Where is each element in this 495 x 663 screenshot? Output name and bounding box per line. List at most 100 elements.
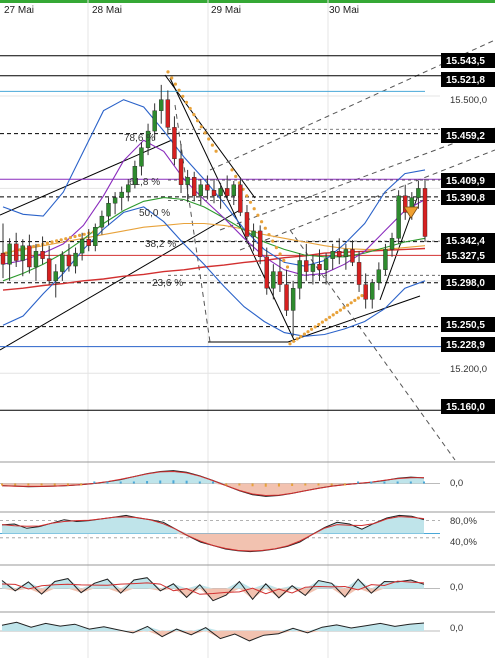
price-tag-15521-8: 15.521,8 [441, 72, 495, 87]
panel-1-histogram-bar-28 [370, 481, 373, 484]
sar-dot-31 [207, 137, 211, 141]
signal-marker-icon [403, 206, 419, 219]
candle-body-14 [93, 227, 98, 246]
candle-44 [290, 280, 296, 337]
price-tag-15327-5: 15.327,5 [441, 248, 495, 263]
candle-body-49 [323, 258, 329, 270]
indicator-panel-2 [0, 511, 495, 553]
sar-dot-0 [4, 251, 8, 255]
date-label-28-mai: 28 Mai [92, 5, 122, 16]
candle-52 [343, 243, 349, 270]
candle-14 [93, 223, 98, 252]
sar-dot-53 [299, 334, 303, 339]
candle-body-37 [244, 212, 250, 237]
price-tag-15409-9: 15.409,9 [441, 173, 495, 188]
panel-1-histogram-bar-0 [1, 483, 3, 486]
candle-12 [79, 232, 85, 261]
panel-1-histogram-bar-13 [172, 480, 175, 484]
panel-4-zero-label: 0,0 [450, 623, 463, 634]
panel-3-positive-area [2, 577, 424, 589]
svg-text:15.459,2: 15.459,2 [446, 131, 485, 142]
date-labels: 27 Mai 28 Mai 29 Mai 30 Mai [4, 5, 359, 16]
sar-dot-44 [267, 233, 271, 237]
candle-body-22 [145, 130, 151, 148]
panel-4-line [1, 621, 425, 642]
candle-body-4 [27, 245, 32, 268]
candle-16 [106, 197, 111, 226]
panel-1-histogram-bar-29 [383, 481, 386, 484]
sar-dot-57 [313, 325, 317, 329]
sar-dot-15 [73, 234, 77, 239]
candle-body-32 [211, 190, 217, 196]
sar-dot-41 [256, 213, 260, 217]
candle-30 [198, 179, 204, 206]
sar-dot-12 [59, 238, 63, 242]
candle-body-7 [46, 258, 52, 282]
panel-1-histogram-bar-6 [80, 483, 83, 486]
candle-5 [33, 243, 39, 281]
candle-45 [297, 253, 302, 300]
candle-body-54 [356, 262, 362, 285]
fib-label-61-8: 61,8 % [129, 177, 160, 188]
candle-21 [139, 142, 144, 176]
candle-4 [27, 234, 32, 274]
candle-19 [126, 179, 131, 202]
panel-1-histogram-bar-4 [53, 483, 56, 486]
candle-11 [73, 247, 78, 274]
candle-13 [86, 229, 91, 252]
panel-1-histogram-bar-18 [238, 483, 241, 486]
panel-1-histogram-bar-16 [212, 481, 214, 484]
price-tag-15298-0: 15.298,0 [441, 275, 495, 290]
candle-body-63 [416, 188, 421, 198]
candle-54 [356, 251, 362, 292]
candle-body-30 [198, 184, 204, 196]
sar-dot-67 [349, 301, 353, 305]
panel-1-histogram-bar-30 [396, 481, 399, 484]
candle-10 [66, 243, 72, 272]
candle-3 [20, 239, 25, 277]
candle-28 [185, 169, 190, 203]
fib-label-78-6: 78,6 % [124, 133, 155, 144]
svg-text:15.160,0: 15.160,0 [446, 402, 485, 413]
candle-body-35 [231, 184, 236, 196]
sar-dot-60 [324, 318, 328, 322]
sar-dot-35 [234, 174, 238, 178]
candle-body-47 [310, 264, 316, 272]
candle-body-24 [159, 99, 164, 111]
horizontal-levels [0, 55, 441, 411]
axis-label-15500: 15.500,0 [450, 95, 487, 106]
top-bar [0, 0, 495, 3]
candle-body-29 [192, 177, 197, 196]
candle-38 [251, 223, 256, 252]
panel-1-histogram-bar-32 [423, 481, 425, 484]
candle-body-11 [73, 252, 78, 267]
sar-dot-11 [55, 239, 59, 243]
candle-body-55 [363, 284, 368, 300]
candle-48 [317, 249, 322, 281]
sar-dot-27 [192, 113, 196, 117]
price-tag-15160-0: 15.160,0 [441, 399, 495, 414]
candle-1 [7, 238, 12, 281]
sar-dot-20 [166, 70, 170, 74]
axis-label-15200: 15.200,0 [450, 364, 487, 375]
candle-body-5 [33, 251, 39, 268]
candle-body-26 [172, 127, 177, 160]
panel-1-histogram-bar-1 [14, 483, 17, 486]
candle-body-43 [284, 284, 289, 311]
panel-2-40-label: 40,0% [450, 537, 477, 548]
svg-text:15.298,0: 15.298,0 [446, 278, 485, 289]
candle-31 [205, 175, 210, 200]
sar-dot-30 [203, 131, 207, 135]
candle-63 [416, 181, 421, 209]
candle-body-59 [389, 238, 395, 250]
candle-35 [231, 181, 236, 206]
candle-33 [218, 182, 223, 209]
sar-dot-59 [320, 320, 324, 324]
candle-body-9 [60, 254, 65, 272]
candle-body-21 [139, 147, 144, 167]
candle-60 [396, 190, 401, 244]
panel-1-histogram-bar-26 [343, 483, 346, 486]
candle-36 [238, 177, 243, 217]
sar-dot-56 [310, 327, 314, 331]
candle-32 [211, 179, 217, 204]
